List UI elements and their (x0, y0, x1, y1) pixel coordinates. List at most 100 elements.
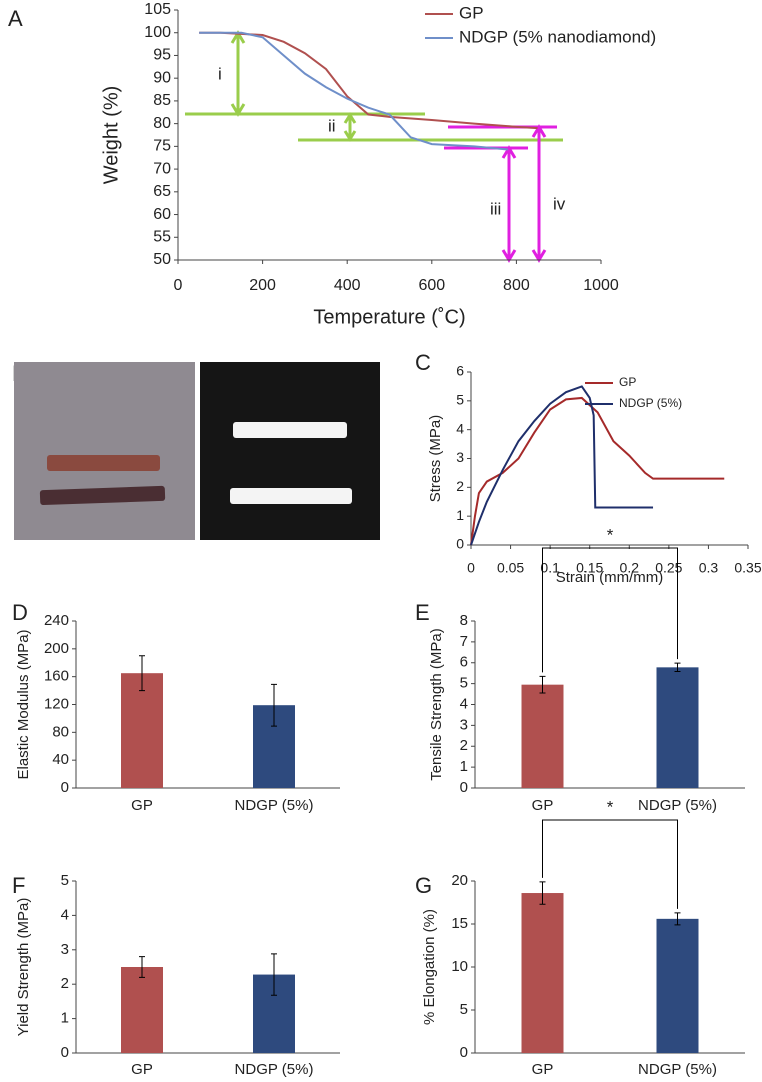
y-tick-label: 6 (460, 654, 468, 671)
line (199, 31, 509, 151)
x-tick-label: 800 (503, 277, 530, 294)
x-tick-label: NDGP (5%) (235, 797, 314, 814)
annotation-label: iv (553, 194, 566, 213)
y-tick-label: 5 (460, 1001, 468, 1018)
photo (14, 362, 380, 540)
line (199, 31, 538, 130)
y-axis-label: Elastic Modulus (MPa) (15, 629, 32, 779)
error-bar (674, 662, 681, 673)
y-tick-label: 85 (153, 92, 171, 109)
panel-label: A (8, 6, 23, 31)
annotation-label: iii (490, 199, 501, 218)
y-tick-label: 95 (153, 47, 171, 64)
x-tick-label: 0.2 (620, 560, 640, 576)
x-tick-label: 0.3 (699, 560, 719, 576)
x-tick-label: GP (131, 1061, 153, 1078)
y-tick-label: 40 (52, 751, 69, 768)
annotation-label: ii (328, 116, 336, 135)
y-tick-label: 10 (451, 958, 468, 975)
error-bar (674, 912, 681, 926)
x-axis-label: Temperature (˚C) (313, 306, 465, 328)
x-tick-label: 600 (418, 277, 445, 294)
y-tick-label: 200 (44, 640, 69, 657)
annotation-arrow (230, 30, 246, 117)
bar (521, 684, 564, 788)
significance-label: * (607, 797, 614, 816)
annotation-label: i (218, 64, 222, 83)
x-tick-label: 0.1 (540, 560, 560, 576)
panel-label: D (12, 600, 28, 625)
x-tick-label: GP (532, 1061, 554, 1078)
y-tick-label: 7 (460, 633, 468, 650)
y-axis-label: Yield Strength (MPa) (15, 898, 32, 1037)
y-tick-label: 2 (61, 975, 69, 992)
panel-label: C (415, 350, 431, 375)
annotation-arrow (501, 145, 517, 263)
y-tick-label: 55 (153, 228, 171, 245)
significance-bracket (542, 819, 678, 909)
y-tick-label: 0 (460, 1044, 468, 1061)
x-tick-label: 0.15 (576, 560, 603, 576)
y-axis-label: Tensile Strength (MPa) (428, 628, 445, 781)
y-tick-label: 105 (144, 1, 171, 18)
y-tick-label: 5 (61, 872, 69, 889)
y-tick-label: 15 (451, 915, 468, 932)
x-tick-label: 1000 (583, 277, 619, 294)
y-tick-label: 1 (460, 758, 468, 775)
bar (121, 967, 163, 1053)
y-axis-label: % Elongation (%) (421, 909, 438, 1025)
x-tick-label: NDGP (5%) (235, 1061, 314, 1078)
bar (656, 918, 699, 1053)
sample-rod (230, 488, 352, 504)
y-tick-label: 0 (61, 779, 69, 796)
y-tick-label: 5 (460, 675, 468, 692)
y-tick-label: 6 (456, 363, 464, 379)
y-tick-label: 2 (460, 737, 468, 754)
y-axis-label: Stress (MPa) (427, 415, 444, 503)
y-tick-label: 80 (52, 723, 69, 740)
annotation-arrow (343, 112, 357, 142)
panel-label: F (12, 873, 25, 898)
y-tick-label: 0 (460, 779, 468, 796)
y-tick-label: 60 (153, 206, 171, 223)
y-tick-label: 3 (61, 941, 69, 958)
error-bar (271, 683, 277, 727)
significance-bracket (542, 547, 678, 673)
y-tick-label: 240 (44, 612, 69, 629)
y-tick-label: 20 (451, 872, 468, 889)
y-tick-label: 4 (456, 420, 464, 436)
y-tick-label: 70 (153, 160, 171, 177)
y-axis-label: Weight (%) (100, 86, 122, 185)
x-tick-label: NDGP (5%) (638, 1061, 717, 1078)
x-tick-label: GP (131, 797, 153, 814)
x-tick-label: 200 (249, 277, 276, 294)
error-bar (271, 953, 277, 996)
y-tick-label: 80 (153, 115, 171, 132)
x-tick-label: 0.25 (655, 560, 682, 576)
y-tick-label: 75 (153, 138, 171, 155)
sample-rod (233, 422, 347, 438)
bar (656, 667, 699, 788)
x-tick-label: 0.05 (497, 560, 524, 576)
y-tick-label: 8 (460, 612, 468, 629)
x-axis-label: Strain (mm/mm) (556, 569, 664, 586)
y-tick-label: 90 (153, 69, 171, 86)
y-tick-label: 4 (460, 695, 468, 712)
y-tick-label: 0 (61, 1044, 69, 1061)
y-tick-label: 1 (61, 1010, 69, 1027)
y-tick-label: 2 (456, 478, 464, 494)
legend-label: NDGP (5%) (619, 396, 682, 410)
y-tick-label: 3 (456, 449, 464, 465)
x-tick-label: NDGP (5%) (638, 797, 717, 814)
x-tick-label: 400 (334, 277, 361, 294)
photo-background (200, 362, 380, 540)
y-tick-label: 3 (460, 716, 468, 733)
x-tick-label: 0.35 (734, 560, 761, 576)
annotation-lines (185, 30, 563, 263)
error-bar (539, 675, 546, 694)
line (470, 385, 654, 546)
y-tick-label: 120 (44, 695, 69, 712)
error-bar (139, 655, 145, 692)
annotation-arrow (531, 124, 547, 263)
